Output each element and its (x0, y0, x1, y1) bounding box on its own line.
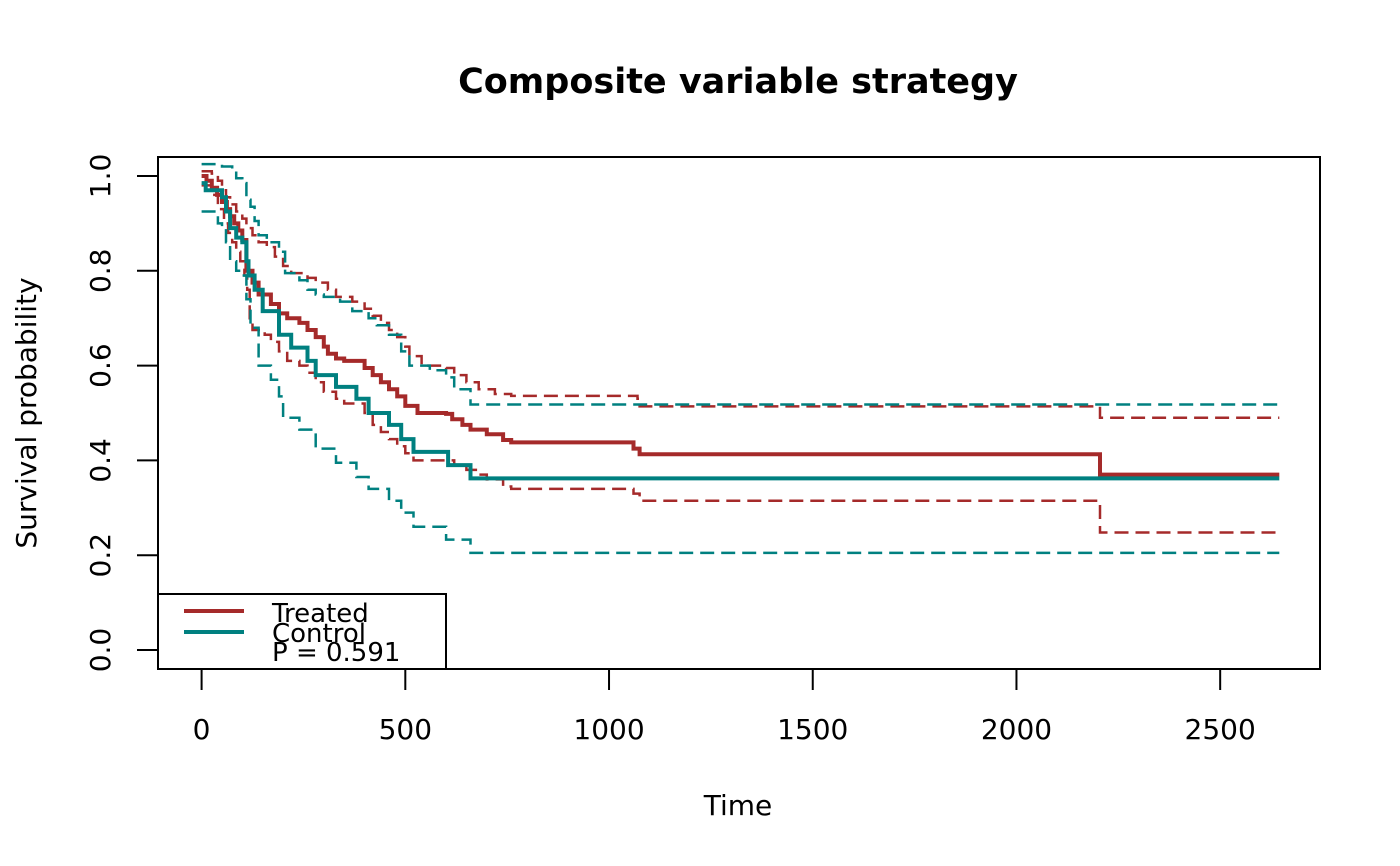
y-tick-label: 0.0 (84, 628, 117, 673)
series-line-control-95-ci-upper (201, 162, 1280, 406)
x-tick-label: 0 (193, 713, 211, 746)
plot-frame (157, 156, 1321, 670)
series-line-treated (201, 174, 1280, 477)
legend-label-treated: Treated (271, 599, 369, 629)
series-line-control (201, 181, 1280, 481)
x-tick-label: 1500 (777, 713, 848, 746)
x-tick-label: 500 (379, 713, 432, 746)
chart-title: Composite variable strategy (458, 62, 1018, 102)
y-tick-label: 1.0 (84, 154, 117, 199)
series-line-treated-95-ci-upper (201, 169, 1280, 419)
series-layer (201, 162, 1280, 555)
x-tick-label: 2500 (1185, 713, 1256, 746)
x-tick-label: 2000 (981, 713, 1052, 746)
x-tick-label: 1000 (573, 713, 644, 746)
y-tick-label: 0.2 (84, 533, 117, 578)
y-tick-label: 0.4 (84, 438, 117, 483)
series-line-treated-95-ci-lower (201, 184, 1280, 534)
legend: Treated Control P = 0.591 (157, 593, 447, 670)
y-tick-label: 0.6 (84, 343, 117, 388)
y-axis: 0.0 0.2 0.4 0.6 0.8 1.0 (84, 154, 159, 673)
legend-label-control: Control (272, 619, 366, 649)
series-line-control-95-ci-lower (201, 210, 1280, 555)
x-axis: 0 500 1000 1500 2000 2500 (193, 668, 1256, 746)
legend-p-value: P = 0.591 (272, 638, 400, 668)
x-axis-label: Time (703, 789, 773, 822)
y-tick-label: 0.8 (84, 249, 117, 294)
y-axis-label: Survival probability (10, 277, 43, 548)
